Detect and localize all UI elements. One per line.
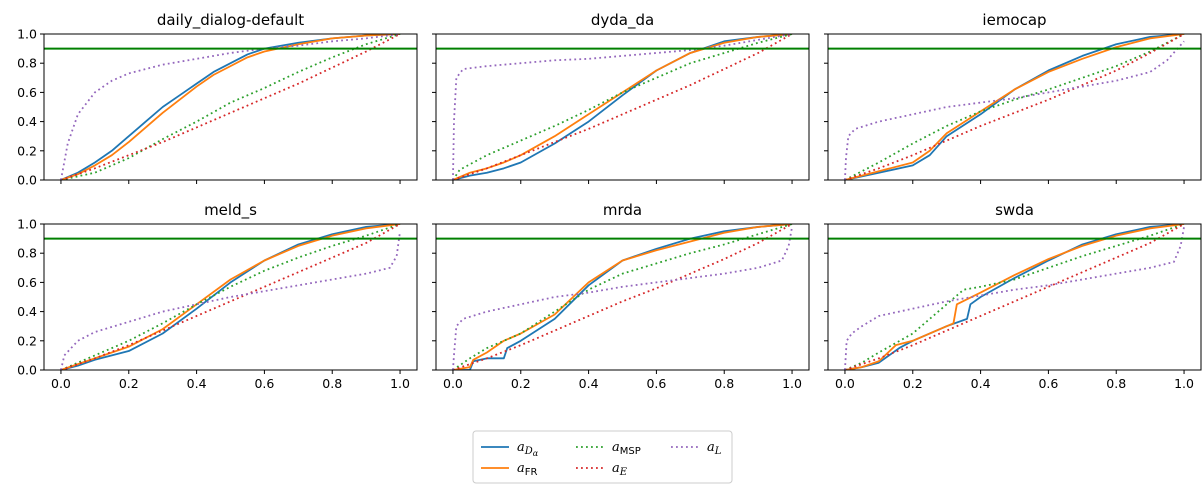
panel-swda: swda 0.0 0.2 0.4 0.6 0.8 1.0 xyxy=(824,201,1202,391)
y-tick-label: 0.2 xyxy=(17,333,37,348)
plot-frame xyxy=(435,223,810,371)
series-line-aE xyxy=(60,34,401,180)
series-group xyxy=(60,224,401,370)
x-tick-label: 0.0 xyxy=(835,376,855,391)
series-line-aD xyxy=(844,224,1185,370)
series-line-aE xyxy=(452,34,793,180)
x-tick-label: 1.0 xyxy=(782,376,802,391)
series-line-aE xyxy=(60,224,401,370)
x-tick-label: 0.6 xyxy=(1038,376,1058,391)
x-tick-label: 0.4 xyxy=(579,376,599,391)
y-tick-label: 0.2 xyxy=(17,143,37,158)
legend-label: aFR xyxy=(517,461,538,478)
x-tick-label: 0.4 xyxy=(187,376,207,391)
series-line-aD xyxy=(60,224,401,370)
panel-title: meld_s xyxy=(204,201,257,220)
legend-label: aDα xyxy=(517,440,539,458)
x-tick-label: 0.2 xyxy=(119,376,139,391)
x-tick-label: 0.0 xyxy=(443,376,463,391)
legend-entry-aFR: aFR xyxy=(481,461,538,478)
series-line-aMSP xyxy=(844,224,1185,370)
panel-mrda: mrda 0.0 0.2 0.4 0.6 0.8 1.0 xyxy=(432,201,810,391)
legend-entry-aL: aL xyxy=(671,440,722,457)
series-line-aD xyxy=(452,34,793,180)
series-line-aMSP xyxy=(60,224,401,370)
legend-frame xyxy=(472,430,733,484)
legend: aDα aFR aMSP aE aL xyxy=(472,430,733,484)
legend-entry-aE: aE xyxy=(576,461,628,478)
series-line-aL xyxy=(60,34,401,180)
series-line-aE xyxy=(844,224,1185,370)
panels-layer: daily_dialog-default 0.0 0.2 0.4 0.6 0.8 1.0 dy… xyxy=(17,11,1202,391)
series-line-aFR xyxy=(844,34,1185,180)
y-tick-label: 1.0 xyxy=(17,27,37,42)
legend-label: aL xyxy=(707,440,722,457)
y-tick-label: 0.4 xyxy=(17,304,37,319)
x-tick-label: 0.2 xyxy=(511,376,531,391)
legend-entry-aMSP: aMSP xyxy=(576,440,641,457)
series-group xyxy=(452,34,793,180)
y-tick-label: 0.6 xyxy=(17,275,37,290)
plot-frame xyxy=(827,33,1202,181)
plot-frame xyxy=(435,33,810,181)
series-line-aFR xyxy=(60,34,401,180)
series-group xyxy=(844,34,1185,180)
x-tick-label: 0.4 xyxy=(971,376,991,391)
panel-dyda_da: dyda_da xyxy=(432,11,810,184)
x-tick-label: 1.0 xyxy=(390,376,410,391)
x-tick-label: 0.8 xyxy=(322,376,342,391)
x-tick-label: 0.8 xyxy=(714,376,734,391)
series-line-aMSP xyxy=(452,34,793,180)
panel-title: swda xyxy=(995,201,1034,219)
plot-frame xyxy=(43,223,418,371)
y-tick-label: 0.8 xyxy=(17,56,37,71)
series-group xyxy=(844,224,1185,370)
y-tick-label: 1.0 xyxy=(17,217,37,232)
series-line-aMSP xyxy=(844,34,1185,180)
series-line-aFR xyxy=(452,224,793,370)
series-group xyxy=(60,34,401,180)
panel-title: dyda_da xyxy=(591,11,654,30)
series-line-aE xyxy=(844,34,1185,180)
series-group xyxy=(452,224,793,370)
x-tick-label: 0.2 xyxy=(903,376,923,391)
panel-title: iemocap xyxy=(982,11,1046,29)
series-line-aL xyxy=(844,226,1185,370)
x-tick-label: 0.0 xyxy=(51,376,71,391)
plot-frame xyxy=(43,33,418,181)
series-line-aMSP xyxy=(452,224,793,370)
y-tick-label: 0.6 xyxy=(17,85,37,100)
series-line-aL xyxy=(452,34,793,180)
y-tick-label: 0.8 xyxy=(17,246,37,261)
legend-entry-aD: aDα xyxy=(481,440,539,458)
series-line-aD xyxy=(60,34,401,180)
panel-iemocap: iemocap xyxy=(824,11,1202,184)
x-tick-label: 0.6 xyxy=(646,376,666,391)
series-line-aFR xyxy=(844,224,1185,370)
legend-label: aMSP xyxy=(612,440,641,457)
legend-label: aE xyxy=(612,461,628,478)
x-tick-label: 0.6 xyxy=(254,376,274,391)
series-line-aD xyxy=(844,34,1185,180)
panel-title: mrda xyxy=(603,201,642,219)
panel-meld_s: meld_s 0.0 0.2 0.4 0.6 0.8 1.0 0.0 0.2 0.4 0.6 0.8 1… xyxy=(17,201,418,391)
series-line-aFR xyxy=(452,34,793,180)
y-tick-label: 0.4 xyxy=(17,114,37,129)
y-tick-label: 0.0 xyxy=(17,363,37,378)
y-tick-label: 0.0 xyxy=(17,173,37,188)
panel-daily_dialog-default: daily_dialog-default 0.0 0.2 0.4 0.6 0.8 1.0 xyxy=(17,11,418,188)
plot-frame xyxy=(827,223,1202,371)
series-line-aMSP xyxy=(60,34,401,180)
series-line-aL xyxy=(60,231,401,370)
series-line-aD xyxy=(452,224,793,370)
x-tick-label: 1.0 xyxy=(1174,376,1194,391)
x-tick-label: 0.8 xyxy=(1106,376,1126,391)
series-line-aE xyxy=(452,224,793,370)
panel-title: daily_dialog-default xyxy=(157,11,304,30)
series-line-aL xyxy=(452,226,793,370)
